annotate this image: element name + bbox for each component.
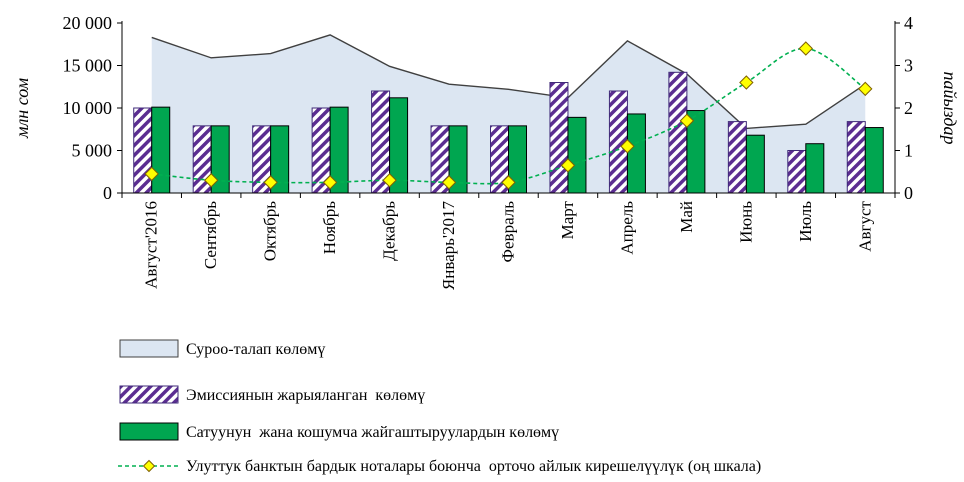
x-tick-label-8: Апрель xyxy=(617,201,636,255)
bar-emission-11 xyxy=(787,150,807,194)
right-tick-label-2: 2 xyxy=(904,98,913,118)
yield-marker-4 xyxy=(382,173,397,188)
legend-label-3: Улуттук банктын бардык ноталары боюнча о… xyxy=(186,458,761,475)
bar-sales-8 xyxy=(626,113,646,194)
yield-marker-9 xyxy=(679,113,695,128)
bar-emission-9 xyxy=(668,71,688,194)
x-tick-label-3: Ноябрь xyxy=(320,201,339,254)
left-tick-label-0: 0 xyxy=(103,183,112,203)
yield-marker-10 xyxy=(739,75,754,90)
right-tick-label-0: 0 xyxy=(904,183,913,203)
legend-swatch-yield-marker xyxy=(142,459,156,473)
yield-marker-6 xyxy=(501,175,516,190)
right-tick-label-3: 3 xyxy=(904,56,913,76)
yield-marker-5 xyxy=(441,175,457,190)
bar-sales-0 xyxy=(151,106,171,194)
x-tick-label-4: Декабрь xyxy=(380,201,399,261)
right-tick-label-4: 4 xyxy=(904,13,913,33)
left-tick-label-3: 15 000 xyxy=(63,56,113,76)
yield-marker-12 xyxy=(858,81,873,97)
bar-sales-10 xyxy=(745,134,765,194)
legend-label-1: Эмиссиянын жарыяланган көлөмү xyxy=(186,387,425,404)
x-tick-label-0: Август'2016 xyxy=(142,201,161,289)
left-tick-label-4: 20 000 xyxy=(63,13,113,33)
bar-emission-7 xyxy=(549,82,569,194)
yield-marker-2 xyxy=(263,175,278,190)
x-tick-label-12: Август xyxy=(855,200,874,251)
x-tick-label-6: Февраль xyxy=(499,201,518,263)
yield-marker-11 xyxy=(798,41,814,56)
bar-emission-10 xyxy=(727,121,747,194)
legend-swatch-demand xyxy=(119,339,179,358)
left-tick-label-1: 5 000 xyxy=(72,141,113,161)
legend-swatch-sales xyxy=(119,422,179,441)
left-tick-label-2: 10 000 xyxy=(63,98,113,118)
x-tick-label-9: Май xyxy=(677,201,696,233)
left-axis-title: млн сом xyxy=(12,77,32,139)
legend-label-2: Сатуунун жана кошумча жайгаштыруулардын … xyxy=(186,424,559,441)
x-tick-label-10: Июнь xyxy=(736,201,755,243)
x-tick-label-1: Сентябрь xyxy=(201,201,220,269)
yield-marker-0 xyxy=(144,166,159,182)
x-tick-label-2: Октябрь xyxy=(261,201,280,261)
right-axis-title: пайыздар xyxy=(940,71,960,144)
x-tick-label-11: Июль xyxy=(796,201,815,242)
yield-marker-1 xyxy=(203,173,219,188)
bar-emission-0 xyxy=(133,107,153,194)
bar-emission-12 xyxy=(846,121,866,194)
x-tick-label-7: Март xyxy=(558,200,577,239)
yield-marker-7 xyxy=(560,158,576,173)
right-tick-label-1: 1 xyxy=(904,141,913,161)
yield-marker-3 xyxy=(322,175,338,190)
legend-label-0: Суроо-талап көлөмү xyxy=(186,341,325,358)
bar-sales-7 xyxy=(567,116,587,194)
legend-swatch-emission xyxy=(119,385,179,404)
bar-sales-11 xyxy=(805,143,825,194)
yield-marker-8 xyxy=(620,139,635,154)
bar-sales-12 xyxy=(864,127,884,194)
x-tick-label-5: Январь'2017 xyxy=(439,201,458,291)
